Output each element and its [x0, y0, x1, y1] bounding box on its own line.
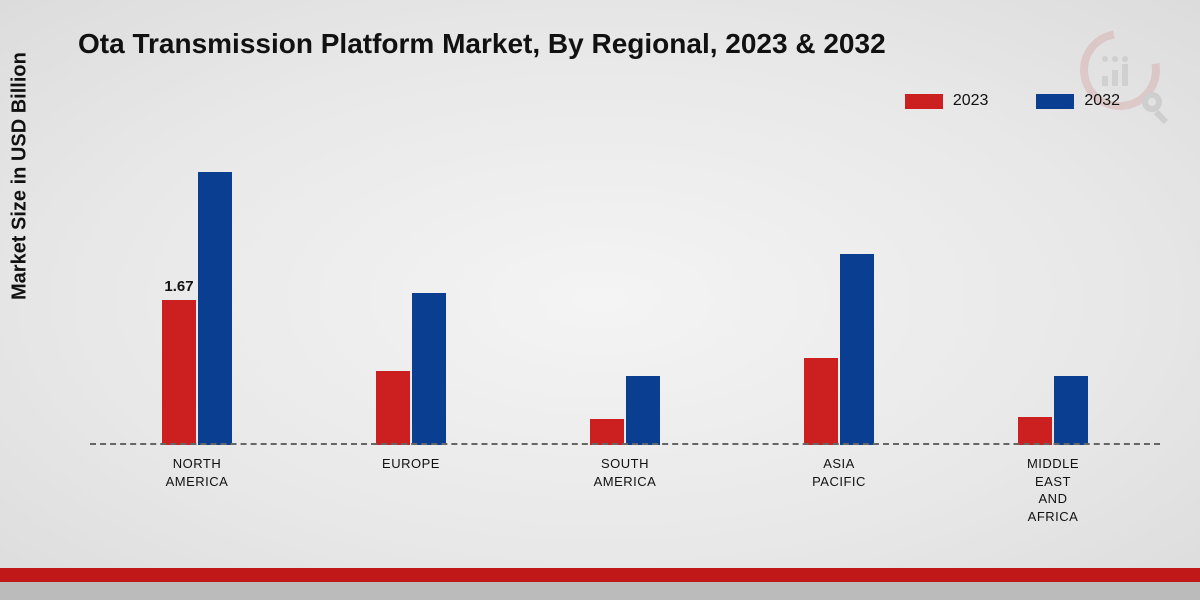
chart-title: Ota Transmission Platform Market, By Reg… [78, 28, 886, 60]
bar-group [732, 150, 946, 445]
legend-label-2023: 2023 [953, 92, 989, 110]
x-axis-labels: NORTH AMERICAEUROPESOUTH AMERICAASIA PAC… [90, 455, 1160, 525]
legend-item-2023: 2023 [905, 92, 989, 110]
bar-2032 [198, 172, 232, 445]
plot-area: 1.67 [90, 150, 1160, 445]
legend-item-2032: 2032 [1036, 92, 1120, 110]
footer-bar-red [0, 568, 1200, 582]
bar-2023 [804, 358, 838, 445]
bar-2023 [590, 419, 624, 445]
bar-group [304, 150, 518, 445]
legend: 2023 2032 [905, 92, 1120, 110]
bar-2032 [840, 254, 874, 445]
x-tick-label: NORTH AMERICA [90, 455, 304, 525]
bar-group [946, 150, 1160, 445]
y-axis-label: Market Size in USD Billion [9, 52, 32, 300]
bar-2032 [412, 293, 446, 445]
legend-label-2032: 2032 [1084, 92, 1120, 110]
bar-2032 [626, 376, 660, 445]
x-tick-label: MIDDLE EAST AND AFRICA [946, 455, 1160, 525]
x-tick-label: SOUTH AMERICA [518, 455, 732, 525]
legend-swatch-2023 [905, 94, 943, 109]
bar-2023 [1018, 417, 1052, 445]
bar-2032 [1054, 376, 1088, 445]
x-tick-label: EUROPE [304, 455, 518, 525]
legend-swatch-2032 [1036, 94, 1074, 109]
bar-group: 1.67 [90, 150, 304, 445]
bar-group [518, 150, 732, 445]
bar-groups: 1.67 [90, 150, 1160, 445]
bar-value-label: 1.67 [164, 278, 193, 295]
footer-bar-gray [0, 582, 1200, 600]
x-tick-label: ASIA PACIFIC [732, 455, 946, 525]
bar-2023: 1.67 [162, 300, 196, 445]
bar-2023 [376, 371, 410, 445]
x-axis-baseline [90, 443, 1160, 445]
